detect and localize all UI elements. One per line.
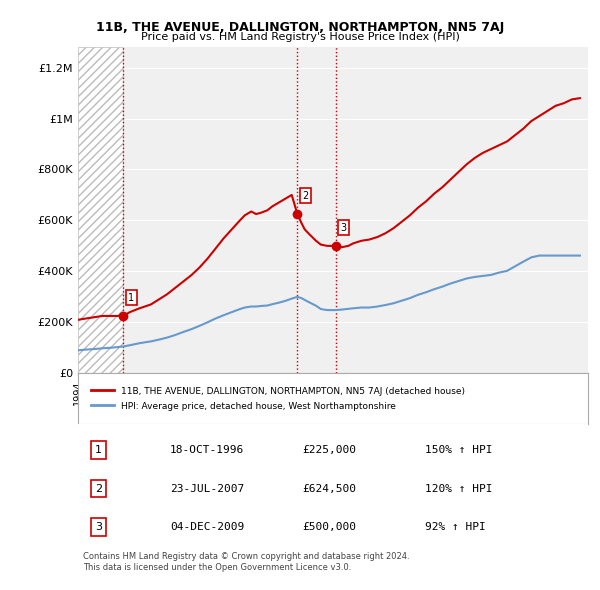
Text: 2: 2 [95,484,102,494]
Text: 120% ↑ HPI: 120% ↑ HPI [425,484,493,494]
Text: £500,000: £500,000 [302,522,356,532]
Legend: 11B, THE AVENUE, DALLINGTON, NORTHAMPTON, NN5 7AJ (detached house), HPI: Average: 11B, THE AVENUE, DALLINGTON, NORTHAMPTON… [88,383,469,415]
Text: 2: 2 [302,191,308,201]
Text: Price paid vs. HM Land Registry's House Price Index (HPI): Price paid vs. HM Land Registry's House … [140,32,460,42]
Text: £624,500: £624,500 [302,484,356,494]
Text: £225,000: £225,000 [302,445,356,455]
Text: 150% ↑ HPI: 150% ↑ HPI [425,445,493,455]
Text: 18-OCT-1996: 18-OCT-1996 [170,445,244,455]
Text: 1: 1 [128,293,134,303]
Text: 1: 1 [95,445,102,455]
Bar [78,47,124,373]
Bar [78,47,124,373]
Text: 3: 3 [341,222,347,232]
Text: 92% ↑ HPI: 92% ↑ HPI [425,522,485,532]
Text: 3: 3 [95,522,102,532]
Text: 11B, THE AVENUE, DALLINGTON, NORTHAMPTON, NN5 7AJ: 11B, THE AVENUE, DALLINGTON, NORTHAMPTON… [96,21,504,34]
Text: 23-JUL-2007: 23-JUL-2007 [170,484,244,494]
Text: Contains HM Land Registry data © Crown copyright and database right 2024.
This d: Contains HM Land Registry data © Crown c… [83,552,410,572]
Text: 04-DEC-2009: 04-DEC-2009 [170,522,244,532]
